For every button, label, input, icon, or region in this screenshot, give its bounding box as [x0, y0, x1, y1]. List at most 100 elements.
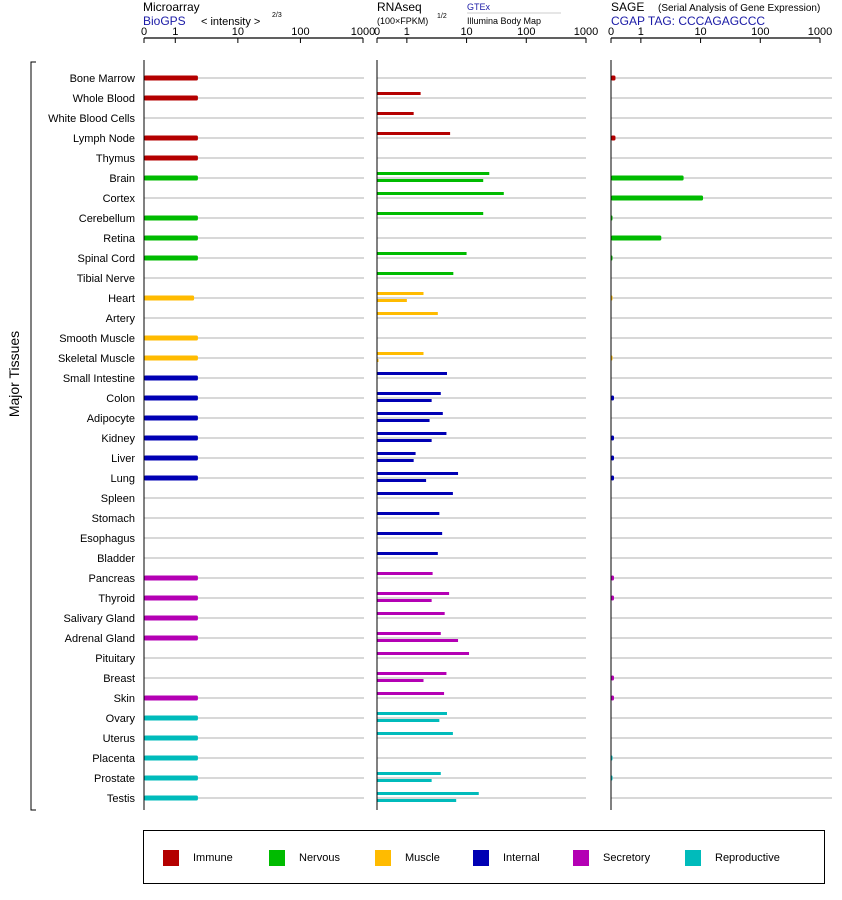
rnaseq-bar	[377, 179, 484, 182]
tissue-label: Ovary	[106, 713, 136, 725]
rnaseq-bar	[377, 599, 432, 602]
tissue-label: Skeletal Muscle	[58, 353, 135, 365]
sage-x-tick-label: 100	[751, 26, 769, 38]
microarray-bar	[144, 95, 198, 101]
microarray-source: BioGPS	[143, 14, 186, 28]
tissue-label: Liver	[111, 453, 135, 465]
y-axis-bracket	[30, 61, 36, 811]
microarray-title: Microarray	[143, 0, 200, 14]
rnaseq-bar	[377, 512, 440, 515]
tissue-label: Retina	[103, 233, 136, 245]
rnaseq-bar	[377, 712, 447, 715]
microarray-bar	[144, 595, 198, 601]
tissue-label: Lung	[111, 473, 135, 485]
rnaseq-x-tick-label: 1	[404, 26, 410, 38]
sage-title: SAGE	[611, 0, 644, 14]
y-axis-label: Major Tissues	[6, 331, 22, 417]
microarray-bar	[144, 235, 198, 241]
rnaseq-bar	[377, 592, 450, 595]
rnaseq-bar	[377, 112, 414, 115]
rnaseq-bar	[377, 479, 427, 482]
microarray-bar	[144, 795, 198, 801]
legend: Immune Nervous Muscle Internal Secretory Repr…	[143, 830, 825, 884]
tissue-label: Cerebellum	[79, 213, 135, 225]
sage-x-tick-label: 1000	[808, 26, 832, 38]
tissue-label: Bladder	[97, 553, 135, 565]
rnaseq-bar	[377, 532, 443, 535]
microarray-bar	[144, 415, 198, 421]
microarray-scale-label: < intensity >	[201, 16, 260, 28]
rnaseq-bar	[377, 172, 490, 175]
bars-layer	[144, 75, 704, 802]
sage-bar	[611, 235, 662, 241]
rnaseq-bar	[377, 419, 430, 422]
microarray-bar	[144, 355, 198, 361]
rnaseq-bar	[377, 639, 459, 642]
tissue-label: Colon	[106, 393, 135, 405]
tissue-label: Lymph Node	[73, 133, 135, 145]
rnaseq-bar	[377, 552, 438, 555]
rnaseq-bar	[377, 572, 433, 575]
tissue-label: Spinal Cord	[78, 253, 135, 265]
rnaseq-bar	[377, 439, 432, 442]
rnaseq-bar	[377, 459, 414, 462]
legend-swatch	[685, 850, 701, 866]
rnaseq-bar	[377, 272, 454, 275]
sage-source: CGAP TAG: CCCAGAGCCC	[611, 14, 765, 28]
microarray-bar	[144, 295, 195, 301]
legend-swatch	[375, 850, 391, 866]
legend-swatch	[163, 850, 179, 866]
rnaseq-source-gtex: GTEx	[467, 2, 491, 12]
rnaseq-bar	[377, 719, 440, 722]
rnaseq-x-tick-label: 1000	[574, 26, 598, 38]
rnaseq-bar	[377, 412, 443, 415]
rnaseq-x-tick-label: 100	[517, 26, 535, 38]
tissue-label: Kidney	[101, 433, 135, 445]
rnaseq-bar	[377, 92, 421, 95]
tissue-label: Small Intestine	[63, 373, 135, 385]
sage-bar	[611, 595, 614, 601]
legend-swatch	[573, 850, 589, 866]
tissue-label: Brain	[109, 173, 135, 185]
sage-bar	[611, 675, 614, 681]
row-gridlines	[144, 77, 832, 799]
microarray-bar	[144, 775, 198, 781]
rnaseq-bar	[377, 452, 416, 455]
rnaseq-bar	[377, 192, 504, 195]
rnaseq-bar	[377, 299, 407, 302]
rnaseq-bar	[377, 679, 424, 682]
microarray-bar	[144, 255, 198, 261]
legend-swatch	[269, 850, 285, 866]
tissue-labels: Bone Marrow Whole Blood White Blood Cells L…	[48, 73, 136, 805]
tissue-label: Uterus	[103, 733, 136, 745]
tissue-label: Thyroid	[98, 593, 135, 605]
rnaseq-bar	[377, 312, 438, 315]
microarray-bar	[144, 175, 198, 181]
rnaseq-bar	[377, 492, 453, 495]
microarray-bar	[144, 435, 198, 441]
rnaseq-bar	[377, 399, 432, 402]
rnaseq-scale-label: (100×FPKM)	[377, 16, 428, 26]
microarray-bar	[144, 755, 198, 761]
rnaseq-bar	[377, 799, 457, 802]
microarray-scale-exponent: 2/3	[272, 12, 282, 19]
rnaseq-bar	[377, 612, 445, 615]
sage-bar	[611, 395, 614, 401]
sage-x-tick-label: 1	[638, 26, 644, 38]
rnaseq-scale-exponent: 1/2	[437, 13, 447, 20]
sage-bar	[611, 435, 614, 441]
microarray-x-tick-label: 1000	[351, 26, 375, 38]
tissue-label: Spleen	[101, 493, 135, 505]
sage-subtitle: (Serial Analysis of Gene Expression)	[658, 3, 820, 14]
tissue-label: Skin	[114, 693, 135, 705]
tissue-label: Smooth Muscle	[59, 333, 135, 345]
microarray-bar	[144, 395, 198, 401]
rnaseq-bar	[377, 792, 479, 795]
tissue-label: Testis	[107, 793, 136, 805]
microarray-bar	[144, 575, 198, 581]
sage-x-tick-label: 10	[694, 26, 706, 38]
rnaseq-source-ibm: Illumina Body Map	[467, 16, 541, 26]
rnaseq-bar	[377, 472, 459, 475]
